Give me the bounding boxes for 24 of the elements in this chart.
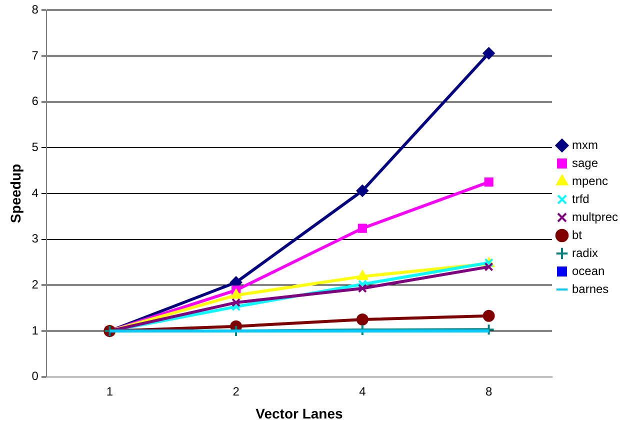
legend-label: mxm (572, 138, 598, 152)
y-tick-label: 3 (32, 232, 39, 246)
y-axis-title: Speedup (7, 164, 24, 224)
legend-label: barnes (572, 282, 609, 296)
y-tick-label: 4 (32, 186, 39, 200)
y-tick-label: 8 (32, 2, 39, 17)
y-tick-label: 5 (32, 140, 39, 154)
legend-label: sage (572, 156, 598, 170)
y-tick-label: 0 (32, 369, 39, 384)
legend-label: mpenc (572, 174, 608, 188)
y-tick-label: 7 (32, 48, 39, 62)
legend-label: bt (572, 228, 583, 242)
legend-label: multprec (572, 210, 618, 224)
x-tick-label: 8 (485, 384, 492, 398)
x-tick-label: 1 (106, 384, 114, 398)
legend-label: trfd (572, 192, 590, 206)
x-tick-label: 2 (232, 384, 240, 398)
legend-label: radix (572, 246, 598, 260)
x-tick-label: 4 (359, 384, 366, 398)
y-tick-label: 6 (32, 94, 39, 108)
x-axis-title: Vector Lanes (256, 405, 344, 422)
y-tick-label: 2 (32, 277, 39, 292)
legend-label: ocean (572, 264, 605, 278)
y-tick-label: 1 (32, 323, 39, 338)
